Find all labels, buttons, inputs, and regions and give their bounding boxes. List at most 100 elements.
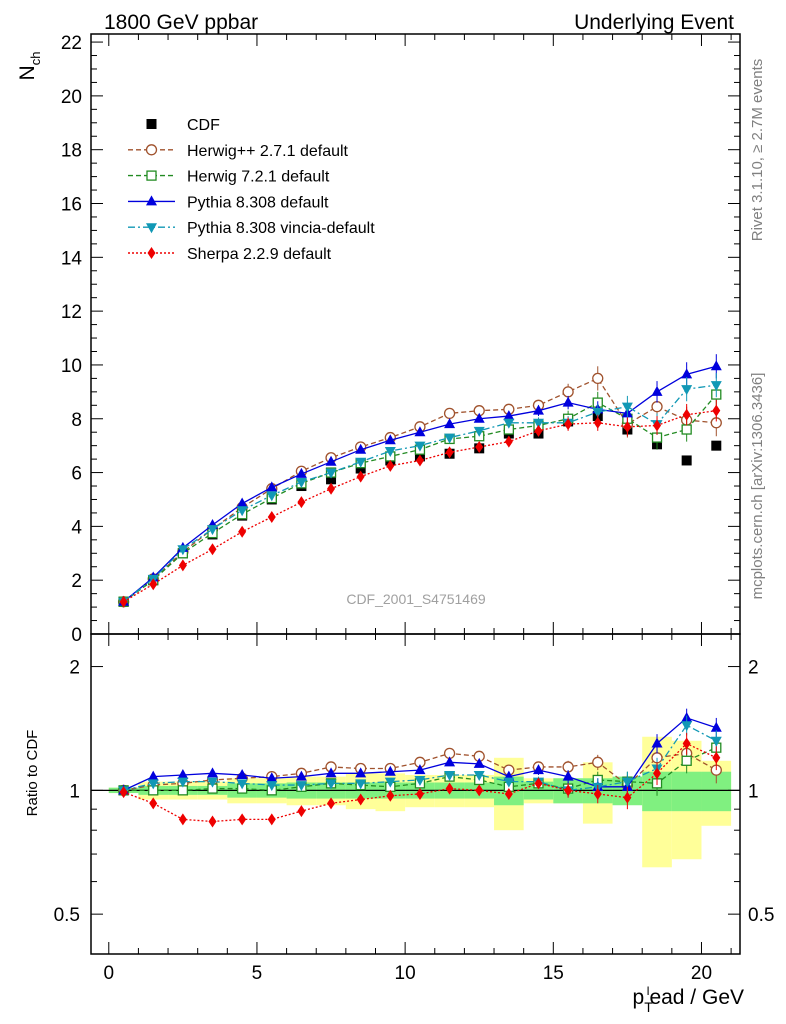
main-pythia-8-308-vincia-default-point — [503, 418, 515, 429]
ratio-pythia-8-308-vincia-default-point — [384, 777, 396, 788]
main-sherpa-2-2-9-default-line — [123, 410, 717, 603]
main-pythia-8-308-default-point — [266, 481, 278, 492]
data-series-layer — [117, 354, 722, 828]
ratio-y-tick-label-right: 2 — [748, 658, 759, 679]
x-tick-label: 20 — [691, 963, 712, 984]
legend-item: Sherpa 2.2.9 default — [128, 246, 332, 263]
main-y-tick-label: 22 — [61, 33, 82, 54]
main-sherpa-2-2-9-default-point — [327, 482, 336, 495]
ratio-pythia-8-308-default-point — [562, 770, 574, 781]
header-left-label: 1800 GeV ppbar — [104, 11, 258, 34]
main-sherpa-2-2-9-default-point — [653, 419, 662, 432]
main-pythia-8-308-vincia-default-point — [414, 441, 426, 452]
ratio-sherpa-2-2-9-default-point — [475, 784, 484, 797]
band-inner-bin — [671, 771, 702, 812]
main-y-tick-label: 10 — [61, 356, 82, 377]
ratio-pythia-8-308-default-point — [266, 772, 278, 783]
main-y-tick-label: 0 — [71, 625, 82, 646]
rivet-version-label: Rivet 3.1.10, ≥ 2.7M events — [749, 59, 766, 242]
ratio-sherpa-2-2-9-default-point — [267, 813, 276, 826]
ratio-pythia-8-308-vincia-default-point — [266, 781, 278, 792]
ratio-sherpa-2-2-9-default-point — [445, 782, 454, 795]
legend-marker — [146, 195, 157, 206]
ratio-herwig-2-7-1-default-point — [592, 756, 604, 768]
ratio-sherpa-2-2-9-default-point — [297, 805, 306, 818]
x-tick-label: 10 — [395, 963, 416, 984]
ratio-pythia-8-308-default-point — [325, 767, 337, 778]
ratio-y-tick-label-right: 0.5 — [748, 905, 774, 926]
legend-marker — [147, 247, 156, 259]
ratio-pythia-8-308-vincia-default-point — [295, 781, 307, 792]
main-pythia-8-308-default-point — [681, 368, 693, 379]
ratio-sherpa-2-2-9-default-point — [178, 813, 187, 826]
main-pythia-8-308-vincia-default-point — [681, 385, 693, 396]
main-pythia-8-308-default-point — [414, 426, 426, 437]
ratio-sherpa-2-2-9-default-point — [682, 737, 691, 750]
main-pythia-8-308-default-point — [295, 467, 307, 478]
ratio-pythia-8-308-default-point — [355, 767, 367, 778]
ratio-sherpa-2-2-9-default-point — [149, 797, 158, 810]
main-pythia-8-308-vincia-default-point — [710, 381, 722, 392]
ratio-pythia-8-308-vincia-default-point — [207, 777, 219, 788]
main-y-tick-label: 12 — [61, 302, 82, 323]
legend: CDF Herwig++ 2.7.1 default Herwig 7.2.1 de… — [128, 117, 375, 263]
legend-item: CDF — [146, 117, 220, 134]
ratio-pythia-8-308-default-point — [651, 737, 663, 748]
ratio-sherpa-2-2-9-default-point — [208, 815, 217, 828]
ratio-pythia-8-308-vincia-default-point — [414, 775, 426, 786]
ratio-pythia-8-308-default-point — [710, 721, 722, 732]
ratio-y-tick-label-left: 0.5 — [54, 905, 80, 926]
main-pythia-8-308-default-point — [355, 443, 367, 454]
main-pythia-8-308-vincia-default-point — [295, 477, 307, 488]
main-sherpa-2-2-9-default-point — [504, 435, 513, 448]
main-sherpa-2-2-9-default-point — [297, 496, 306, 509]
main-sherpa-2-2-9-default-point — [415, 454, 424, 467]
legend-label: Herwig++ 2.7.1 default — [187, 143, 349, 160]
main-y-tick-label: 20 — [61, 87, 82, 108]
main-y-tick-label: 6 — [71, 464, 82, 485]
main-pythia-8-308-vincia-default-point — [266, 491, 278, 502]
main-sherpa-2-2-9-default-point — [356, 470, 365, 483]
main-sherpa-2-2-9-default-point — [623, 420, 632, 433]
ratio-pythia-8-308-default-point — [177, 768, 189, 779]
ratio-sherpa-2-2-9-default-point — [712, 751, 721, 764]
main-sherpa-2-2-9-default-point — [386, 459, 395, 472]
main-y-tick-label: 18 — [61, 141, 82, 162]
ratio-pythia-8-308-vincia-default-point — [503, 777, 515, 788]
main-pythia-8-308-default-point — [325, 455, 337, 466]
ratio-herwig-7-2-1-default-point — [681, 755, 692, 766]
x-axis-title: pTlead / GeV — [633, 984, 744, 1015]
legend-item: Pythia 8.308 default — [128, 194, 329, 211]
main-pythia-8-308-default-point — [562, 396, 574, 407]
main-pythia-8-308-vincia-default-point — [384, 447, 396, 458]
ratio-panel-frame — [90, 633, 741, 955]
x-tick-label: 15 — [543, 963, 564, 984]
main-y-tick-label: 2 — [71, 571, 82, 592]
main-pythia-8-308-default-point — [236, 497, 248, 508]
legend-label: CDF — [187, 117, 220, 134]
x-tick-label: 0 — [103, 963, 114, 984]
main-pythia-8-308-default-point — [384, 434, 396, 445]
ratio-pythia-8-308-vincia-default-line — [123, 724, 717, 792]
main-y-tick-label: 4 — [71, 517, 82, 538]
legend-item: Herwig 7.2.1 default — [128, 169, 330, 186]
main-pythia-8-308-vincia-default-point — [236, 506, 248, 517]
main-pythia-8-308-default-point — [503, 410, 515, 421]
main-pythia-8-308-default-point — [473, 412, 485, 423]
main-sherpa-2-2-9-default-point — [238, 525, 247, 538]
main-cdf-point — [355, 463, 366, 474]
main-sherpa-2-2-9-default-point — [119, 595, 128, 608]
main-cdf-point — [681, 455, 692, 466]
mcplots-label: mcplots.cern.ch [arXiv:1306.3436] — [749, 373, 766, 600]
main-pythia-8-308-vincia-default-point — [444, 433, 456, 444]
main-pythia-8-308-default-point — [710, 360, 722, 371]
ratio-pythia-8-308-default-point — [473, 757, 485, 768]
main-herwig-2-7-1-default-point — [443, 407, 456, 420]
ratio-pythia-8-308-vincia-default-point — [621, 777, 633, 788]
main-pythia-8-308-vincia-default-point — [325, 468, 337, 479]
legend-item: Herwig++ 2.7.1 default — [128, 143, 349, 160]
main-y-tick-label: 16 — [61, 195, 82, 216]
ratio-pythia-8-308-default-point — [414, 764, 426, 775]
ratio-pythia-8-308-vincia-default-point — [710, 736, 722, 747]
